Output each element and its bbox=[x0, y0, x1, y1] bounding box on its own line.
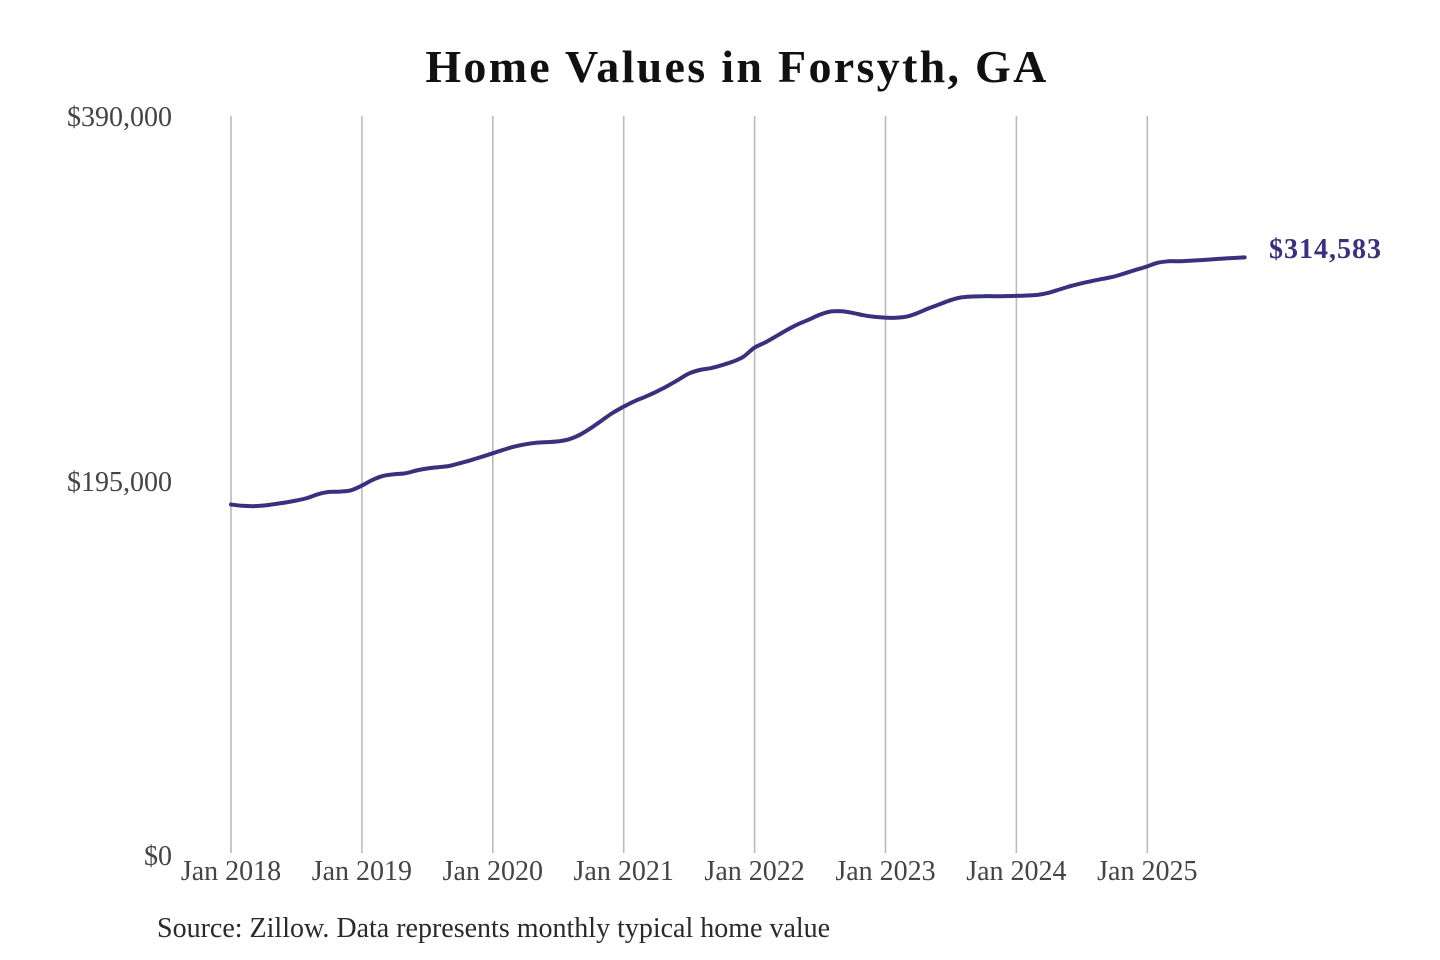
svg-text:Source: Zillow. Data represent: Source: Zillow. Data represents monthly … bbox=[157, 913, 830, 944]
svg-text:Jan 2018: Jan 2018 bbox=[181, 856, 281, 887]
svg-text:$0: $0 bbox=[144, 841, 172, 872]
svg-text:$390,000: $390,000 bbox=[67, 102, 172, 133]
svg-text:Jan 2021: Jan 2021 bbox=[574, 856, 674, 887]
svg-text:Home Values in Forsyth, GA: Home Values in Forsyth, GA bbox=[425, 41, 1048, 92]
svg-text:Jan 2022: Jan 2022 bbox=[704, 856, 804, 887]
svg-text:Jan 2025: Jan 2025 bbox=[1097, 856, 1197, 887]
svg-text:Jan 2019: Jan 2019 bbox=[312, 856, 412, 887]
svg-text:$195,000: $195,000 bbox=[67, 467, 172, 498]
svg-text:Jan 2020: Jan 2020 bbox=[443, 856, 543, 887]
svg-text:Jan 2024: Jan 2024 bbox=[966, 856, 1066, 887]
svg-text:$314,583: $314,583 bbox=[1269, 234, 1382, 265]
svg-text:Jan 2023: Jan 2023 bbox=[835, 856, 935, 887]
